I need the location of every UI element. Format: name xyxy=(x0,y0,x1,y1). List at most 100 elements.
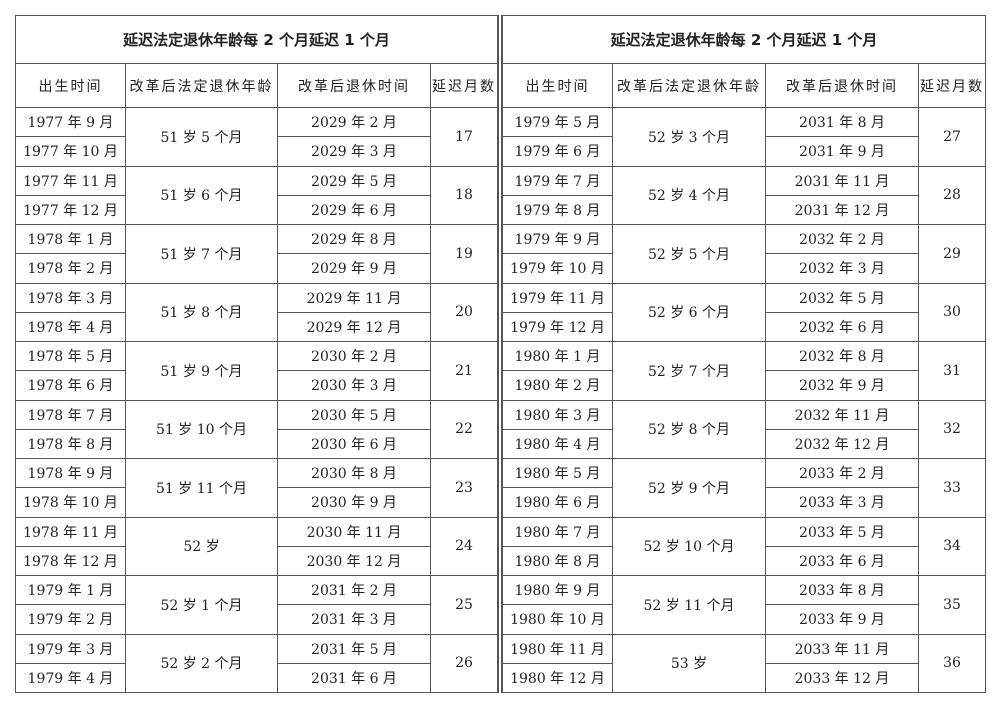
delay-cell: 26 xyxy=(430,633,498,693)
retire-cell: 2032 年 8 月 xyxy=(765,340,919,372)
birth-cell: 1979 年 1 月 xyxy=(15,574,126,606)
retire-cell: 2033 年 2 月 xyxy=(765,457,919,489)
birth-cell: 1978 年 9 月 xyxy=(15,457,126,489)
retire-cell: 2029 年 3 月 xyxy=(277,136,431,167)
birth-cell: 1980 年 6 月 xyxy=(502,487,613,518)
age-cell: 51 岁 9 个月 xyxy=(125,341,278,401)
table-row: 1979 年 11 月 52 岁 6 个月 2032 年 5 月 30 xyxy=(502,282,986,342)
retire-cell: 2030 年 9 月 xyxy=(277,487,431,518)
birth-header: 出生时间 xyxy=(502,63,613,108)
age-cell: 52 岁 2 个月 xyxy=(125,633,278,693)
retire-cell: 2029 年 5 月 xyxy=(277,165,431,196)
retire-cell: 2030 年 5 月 xyxy=(277,399,431,430)
retire-cell: 2033 年 12 月 xyxy=(765,662,919,694)
table-row: 1978 年 6 月 2030 年 3 月 xyxy=(15,370,498,401)
age-cell: 52 岁 5 个月 xyxy=(612,224,766,284)
table-row: 1978 年 12 月 2030 年 12 月 xyxy=(15,545,498,577)
table-row: 1980 年 7 月 52 岁 10 个月 2033 年 5 月 34 xyxy=(502,516,986,576)
retire-cell: 2033 年 6 月 xyxy=(765,545,919,577)
delay-cell: 18 xyxy=(430,165,498,225)
age-cell: 52 岁 7 个月 xyxy=(612,341,766,401)
delay-cell: 17 xyxy=(430,107,498,167)
birth-cell: 1980 年 1 月 xyxy=(502,340,613,372)
age-cell: 52 岁 10 个月 xyxy=(612,516,766,576)
retire-cell: 2031 年 8 月 xyxy=(765,106,919,138)
delay-cell: 29 xyxy=(918,224,986,284)
birth-cell: 1978 年 4 月 xyxy=(15,311,126,343)
table-row: 1979 年 1 月 52 岁 1 个月 2031 年 2 月 25 xyxy=(15,574,498,635)
table-row: 1980 年 1 月 52 岁 7 个月 2032 年 8 月 31 xyxy=(502,340,986,401)
delay-header: 延迟月数 xyxy=(918,63,986,108)
retire-cell: 2033 年 5 月 xyxy=(765,516,919,547)
table-row: 1978 年 10 月 2030 年 9 月 xyxy=(15,487,498,518)
table-row: 1978 年 3 月 51 岁 8 个月 2029 年 11 月 20 xyxy=(15,282,498,342)
age-cell: 51 岁 10 个月 xyxy=(125,399,278,459)
table-row: 1977 年 10 月 2029 年 3 月 xyxy=(15,136,498,167)
retire-header: 改革后退休时间 xyxy=(765,63,919,108)
age-cell: 51 岁 5 个月 xyxy=(125,107,278,167)
retire-cell: 2031 年 3 月 xyxy=(277,604,431,635)
retire-cell: 2032 年 9 月 xyxy=(765,370,919,401)
retire-cell: 2033 年 3 月 xyxy=(765,487,919,518)
retire-cell: 2030 年 3 月 xyxy=(277,370,431,401)
table-row: 1979 年 9 月 52 岁 5 个月 2032 年 2 月 29 xyxy=(502,223,986,284)
birth-header: 出生时间 xyxy=(15,63,126,108)
table-row: 1978 年 7 月 51 岁 10 个月 2030 年 5 月 22 xyxy=(15,399,498,459)
birth-cell: 1978 年 6 月 xyxy=(15,370,126,401)
table-row: 1979 年 2 月 2031 年 3 月 xyxy=(15,604,498,635)
retirement-table-right: 延迟法定退休年龄每 2 个月延迟 1 个月 出生时间 改革后法定退休年龄 改革后退休时… xyxy=(502,15,986,694)
birth-cell: 1978 年 11 月 xyxy=(15,516,126,547)
delay-cell: 20 xyxy=(430,282,498,342)
table-row: 1980 年 12 月 2033 年 12 月 xyxy=(502,662,986,694)
delay-cell: 30 xyxy=(918,282,986,342)
delay-cell: 34 xyxy=(918,516,986,576)
birth-cell: 1980 年 7 月 xyxy=(502,516,613,547)
retire-cell: 2029 年 8 月 xyxy=(277,223,431,255)
retire-cell: 2029 年 12 月 xyxy=(277,311,431,343)
birth-cell: 1978 年 7 月 xyxy=(15,399,126,430)
birth-cell: 1977 年 9 月 xyxy=(15,106,126,138)
age-cell: 52 岁 11 个月 xyxy=(612,575,766,635)
birth-cell: 1980 年 11 月 xyxy=(502,633,613,664)
birth-cell: 1979 年 2 月 xyxy=(15,604,126,635)
table-row: 1979 年 12 月 2032 年 6 月 xyxy=(502,311,986,343)
retire-cell: 2031 年 2 月 xyxy=(277,574,431,606)
birth-cell: 1980 年 4 月 xyxy=(502,428,613,460)
table-row: 1979 年 8 月 2031 年 12 月 xyxy=(502,194,986,226)
delay-header: 延迟月数 xyxy=(430,63,498,108)
delay-cell: 21 xyxy=(430,341,498,401)
table-row: 1979 年 7 月 52 岁 4 个月 2031 年 11 月 28 xyxy=(502,165,986,225)
table-title: 延迟法定退休年龄每 2 个月延迟 1 个月 xyxy=(502,15,986,64)
birth-cell: 1980 年 12 月 xyxy=(502,662,613,694)
birth-cell: 1979 年 7 月 xyxy=(502,165,613,196)
birth-cell: 1980 年 9 月 xyxy=(502,574,613,606)
retire-cell: 2029 年 2 月 xyxy=(277,106,431,138)
birth-cell: 1978 年 3 月 xyxy=(15,282,126,313)
retire-cell: 2029 年 9 月 xyxy=(277,253,431,284)
birth-cell: 1980 年 10 月 xyxy=(502,604,613,635)
age-cell: 52 岁 6 个月 xyxy=(612,282,766,342)
table-row: 1980 年 8 月 2033 年 6 月 xyxy=(502,545,986,577)
table-row: 1978 年 8 月 2030 年 6 月 xyxy=(15,428,498,460)
birth-cell: 1979 年 8 月 xyxy=(502,194,613,226)
age-cell: 52 岁 8 个月 xyxy=(612,399,766,459)
birth-cell: 1977 年 12 月 xyxy=(15,194,126,226)
birth-cell: 1979 年 5 月 xyxy=(502,106,613,138)
table-row: 1980 年 3 月 52 岁 8 个月 2032 年 11 月 32 xyxy=(502,399,986,459)
age-cell: 52 岁 4 个月 xyxy=(612,165,766,225)
table-row: 1980 年 11 月 53 岁 2033 年 11 月 36 xyxy=(502,633,986,693)
age-header: 改革后法定退休年龄 xyxy=(125,63,278,108)
table-row: 1978 年 11 月 52 岁 2030 年 11 月 24 xyxy=(15,516,498,576)
table-title: 延迟法定退休年龄每 2 个月延迟 1 个月 xyxy=(15,15,498,64)
delay-cell: 36 xyxy=(918,633,986,693)
retire-cell: 2032 年 6 月 xyxy=(765,311,919,343)
birth-cell: 1977 年 10 月 xyxy=(15,136,126,167)
birth-cell: 1978 年 5 月 xyxy=(15,340,126,372)
retire-cell: 2030 年 2 月 xyxy=(277,340,431,372)
table-divider xyxy=(498,15,502,693)
table-row: 1978 年 4 月 2029 年 12 月 xyxy=(15,311,498,343)
table-row: 1977 年 12 月 2029 年 6 月 xyxy=(15,194,498,226)
retire-cell: 2031 年 9 月 xyxy=(765,136,919,167)
table-row: 1977 年 11 月 51 岁 6 个月 2029 年 5 月 18 xyxy=(15,165,498,225)
delay-cell: 22 xyxy=(430,399,498,459)
